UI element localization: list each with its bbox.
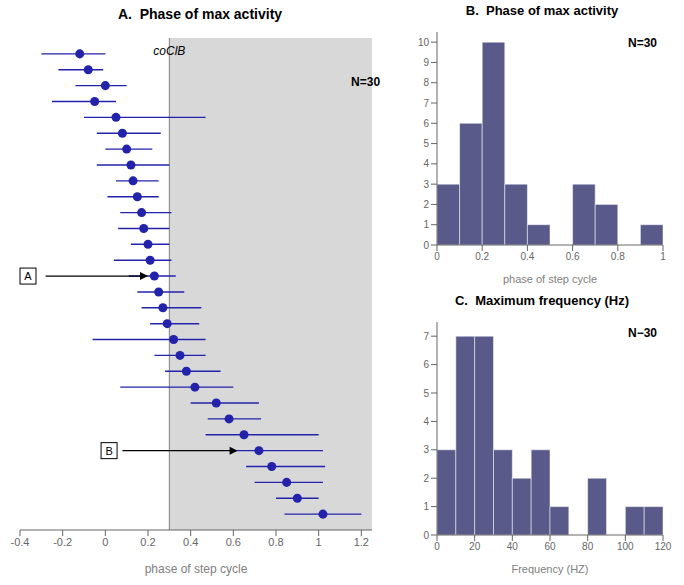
svg-text:phase of step cycle: phase of step cycle [503,273,597,285]
svg-text:0: 0 [102,536,108,548]
svg-text:6: 6 [423,359,429,370]
svg-text:100: 100 [617,541,634,552]
svg-text:phase of step cycle: phase of step cycle [145,562,248,576]
svg-text:1.2: 1.2 [354,536,369,548]
html-text:A. Phase of max activity: A. Phase of max activity [117,6,283,22]
svg-text:0: 0 [423,240,429,251]
svg-text:0.2: 0.2 [475,251,489,262]
svg-text:-0.2: -0.2 [53,536,72,548]
svg-text:5: 5 [423,388,429,399]
svg-text:5: 5 [423,138,429,149]
svg-text:2: 2 [423,473,429,484]
svg-text:B: B [105,445,112,457]
svg-text:0: 0 [423,530,429,541]
svg-text:3: 3 [423,444,429,455]
svg-text:coClB: coClB [153,44,185,58]
svg-text:7: 7 [423,98,429,109]
svg-text:N=30: N=30 [351,75,380,89]
svg-text:2: 2 [423,199,429,210]
svg-text:8: 8 [423,77,429,88]
svg-text:60: 60 [544,541,556,552]
svg-text:3: 3 [423,179,429,190]
svg-text:0.8: 0.8 [268,536,283,548]
svg-text:0: 0 [434,251,440,262]
svg-text:10: 10 [418,37,430,48]
svg-text:20: 20 [469,541,481,552]
svg-text:7: 7 [423,331,429,342]
html-text:C. Maximum frequency (Hz): C. Maximum frequency (Hz) [455,293,629,308]
html-text:N=30: N=30 [628,36,657,50]
svg-text:4: 4 [423,158,429,169]
svg-text:0.4: 0.4 [183,536,198,548]
svg-text:0.8: 0.8 [611,251,625,262]
svg-text:40: 40 [507,541,519,552]
html-text:B. Phase of max activity: B. Phase of max activity [465,3,619,18]
svg-text:6: 6 [423,118,429,129]
svg-text:0.6: 0.6 [226,536,241,548]
svg-text:0: 0 [434,541,440,552]
svg-text:9: 9 [423,57,429,68]
svg-text:4: 4 [423,416,429,427]
svg-text:0.6: 0.6 [566,251,580,262]
svg-text:-0.4: -0.4 [11,536,30,548]
html-text:N−30: N−30 [628,326,657,340]
svg-text:1: 1 [660,251,666,262]
svg-text:0.2: 0.2 [140,536,155,548]
svg-text:1: 1 [423,219,429,230]
svg-text:80: 80 [582,541,594,552]
svg-text:1: 1 [423,501,429,512]
svg-text:Frequency (HZ): Frequency (HZ) [511,563,588,575]
svg-text:A: A [24,270,32,282]
svg-text:1: 1 [316,536,322,548]
svg-text:120: 120 [655,541,672,552]
svg-text:0.4: 0.4 [520,251,534,262]
